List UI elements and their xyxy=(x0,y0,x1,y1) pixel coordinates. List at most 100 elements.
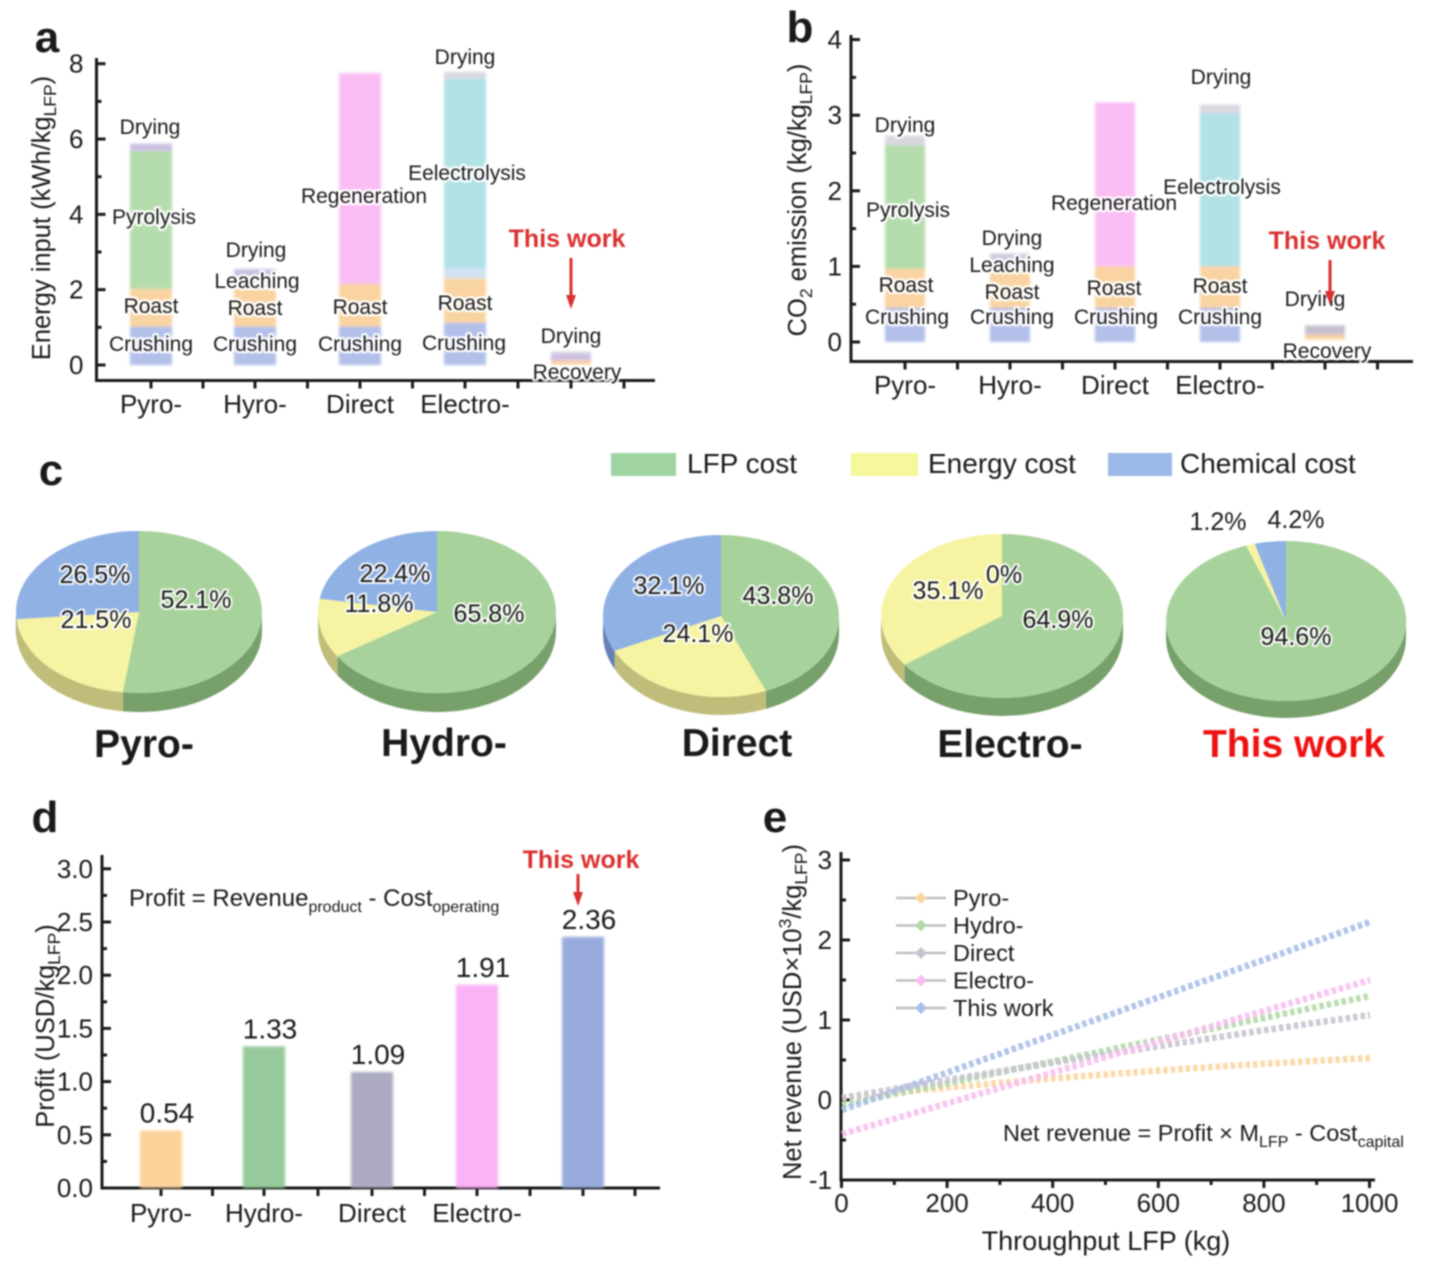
svg-text:c: c xyxy=(39,446,63,495)
svg-text:Net revenue = Profit × MLFP -: Net revenue = Profit × MLFP - Costcapita… xyxy=(1003,1120,1404,1151)
svg-text:800: 800 xyxy=(1242,1188,1285,1218)
svg-text:Direct: Direct xyxy=(953,940,1015,966)
svg-text:Pyrolysis: Pyrolysis xyxy=(112,206,196,229)
svg-text:This work: This work xyxy=(523,846,640,874)
svg-text:65.8%: 65.8% xyxy=(454,600,525,628)
svg-text:LFP cost: LFP cost xyxy=(687,448,797,479)
svg-text:600: 600 xyxy=(1137,1188,1180,1218)
svg-text:1.0: 1.0 xyxy=(57,1067,93,1097)
svg-text:0%: 0% xyxy=(986,561,1022,589)
svg-text:Crushing: Crushing xyxy=(970,306,1054,329)
svg-text:Drying: Drying xyxy=(541,325,602,348)
svg-text:1: 1 xyxy=(828,251,842,281)
svg-text:Roast: Roast xyxy=(333,296,388,319)
svg-text:2: 2 xyxy=(828,176,842,206)
svg-text:Direct: Direct xyxy=(326,389,395,419)
svg-text:Crushing: Crushing xyxy=(318,333,402,356)
svg-text:21.5%: 21.5% xyxy=(61,606,132,634)
svg-text:This work: This work xyxy=(1269,227,1386,255)
svg-text:Recovery: Recovery xyxy=(533,361,622,384)
svg-text:a: a xyxy=(35,13,60,62)
svg-text:4.2%: 4.2% xyxy=(1268,506,1325,534)
svg-text:This work: This work xyxy=(953,995,1054,1021)
svg-text:Roast: Roast xyxy=(228,297,283,320)
svg-text:8: 8 xyxy=(69,49,83,79)
svg-text:Direct: Direct xyxy=(338,1198,407,1228)
svg-text:Direct: Direct xyxy=(1081,370,1150,400)
svg-text:Pyro-: Pyro- xyxy=(953,885,1009,911)
svg-text:94.6%: 94.6% xyxy=(1261,623,1332,651)
svg-text:Roast: Roast xyxy=(1193,275,1248,298)
svg-text:400: 400 xyxy=(1031,1188,1074,1218)
svg-text:Roast: Roast xyxy=(1087,277,1142,300)
svg-text:26.5%: 26.5% xyxy=(60,561,131,589)
svg-text:1.91: 1.91 xyxy=(456,952,511,983)
svg-text:Eelectrolysis: Eelectrolysis xyxy=(1163,176,1281,199)
svg-text:Drying: Drying xyxy=(982,227,1043,250)
svg-text:0: 0 xyxy=(834,1188,848,1218)
svg-text:4: 4 xyxy=(69,199,83,229)
svg-text:32.1%: 32.1% xyxy=(634,572,705,600)
svg-text:Leaching: Leaching xyxy=(214,270,299,293)
svg-text:1.2%: 1.2% xyxy=(1190,508,1247,536)
svg-text:64.9%: 64.9% xyxy=(1023,606,1094,634)
svg-text:2.5: 2.5 xyxy=(57,907,93,937)
svg-text:Pyrolysis: Pyrolysis xyxy=(866,199,950,222)
svg-text:Pyro-: Pyro- xyxy=(120,389,182,419)
svg-text:Electro-: Electro- xyxy=(420,389,510,419)
svg-text:Electro-: Electro- xyxy=(432,1198,522,1228)
svg-text:0: 0 xyxy=(818,1085,832,1115)
svg-text:Roast: Roast xyxy=(438,292,493,315)
svg-text:1.5: 1.5 xyxy=(57,1013,93,1043)
svg-text:Hyro-: Hyro- xyxy=(978,370,1042,400)
svg-text:0.54: 0.54 xyxy=(140,1098,195,1129)
svg-text:0.5: 0.5 xyxy=(57,1120,93,1150)
svg-text:Crushing: Crushing xyxy=(109,333,193,356)
svg-text:Crushing: Crushing xyxy=(1074,306,1158,329)
svg-text:Electro-: Electro- xyxy=(937,723,1082,766)
svg-text:1: 1 xyxy=(818,1005,832,1035)
svg-text:Drying: Drying xyxy=(875,114,936,137)
svg-text:Net revenue (USD×103/kgLFP): Net revenue (USD×103/kgLFP) xyxy=(775,844,811,1180)
svg-text:Throughput LFP (kg): Throughput LFP (kg) xyxy=(982,1226,1231,1256)
svg-text:Roast: Roast xyxy=(879,274,934,297)
svg-text:11.8%: 11.8% xyxy=(344,590,413,618)
svg-text:200: 200 xyxy=(925,1188,968,1218)
svg-text:2: 2 xyxy=(818,925,832,955)
svg-text:2.36: 2.36 xyxy=(562,904,617,935)
svg-text:4: 4 xyxy=(828,25,842,55)
svg-text:Hydro-: Hydro- xyxy=(381,722,507,765)
svg-text:d: d xyxy=(32,793,59,842)
svg-text:1.33: 1.33 xyxy=(243,1013,298,1044)
svg-text:Pyro-: Pyro- xyxy=(874,370,936,400)
svg-text:3.0: 3.0 xyxy=(57,854,93,884)
svg-text:Hydro-: Hydro- xyxy=(953,913,1024,939)
svg-text:2.0: 2.0 xyxy=(57,960,93,990)
svg-text:52.1%: 52.1% xyxy=(161,586,232,614)
svg-text:Leaching: Leaching xyxy=(969,254,1054,277)
svg-text:1000: 1000 xyxy=(1341,1188,1399,1218)
svg-text:22.4%: 22.4% xyxy=(360,560,431,588)
svg-text:Crushing: Crushing xyxy=(422,332,506,355)
svg-text:Regeneration: Regeneration xyxy=(1051,192,1177,215)
svg-text:b: b xyxy=(787,3,814,52)
svg-text:Hyro-: Hyro- xyxy=(223,389,287,419)
svg-text:0: 0 xyxy=(828,327,842,357)
svg-text:This work: This work xyxy=(1203,723,1385,766)
svg-text:Drying: Drying xyxy=(1191,66,1252,89)
svg-text:Eelectrolysis: Eelectrolysis xyxy=(408,162,526,185)
svg-text:2: 2 xyxy=(69,275,83,305)
svg-text:Chemical cost: Chemical cost xyxy=(1180,448,1356,479)
svg-text:Roast: Roast xyxy=(124,295,179,318)
svg-text:43.8%: 43.8% xyxy=(743,582,814,610)
svg-text:e: e xyxy=(763,793,787,842)
svg-text:-1: -1 xyxy=(809,1165,832,1195)
svg-text:1.09: 1.09 xyxy=(351,1039,406,1070)
svg-text:Drying: Drying xyxy=(120,116,181,139)
svg-text:Hydro-: Hydro- xyxy=(225,1198,303,1228)
svg-text:Direct: Direct xyxy=(682,722,793,765)
svg-text:Drying: Drying xyxy=(226,239,287,262)
svg-text:0.0: 0.0 xyxy=(57,1173,93,1203)
svg-text:Energy input (kWh/kgLFP): Energy input (kWh/kgLFP) xyxy=(28,76,60,360)
svg-text:Regeneration: Regeneration xyxy=(301,185,427,208)
